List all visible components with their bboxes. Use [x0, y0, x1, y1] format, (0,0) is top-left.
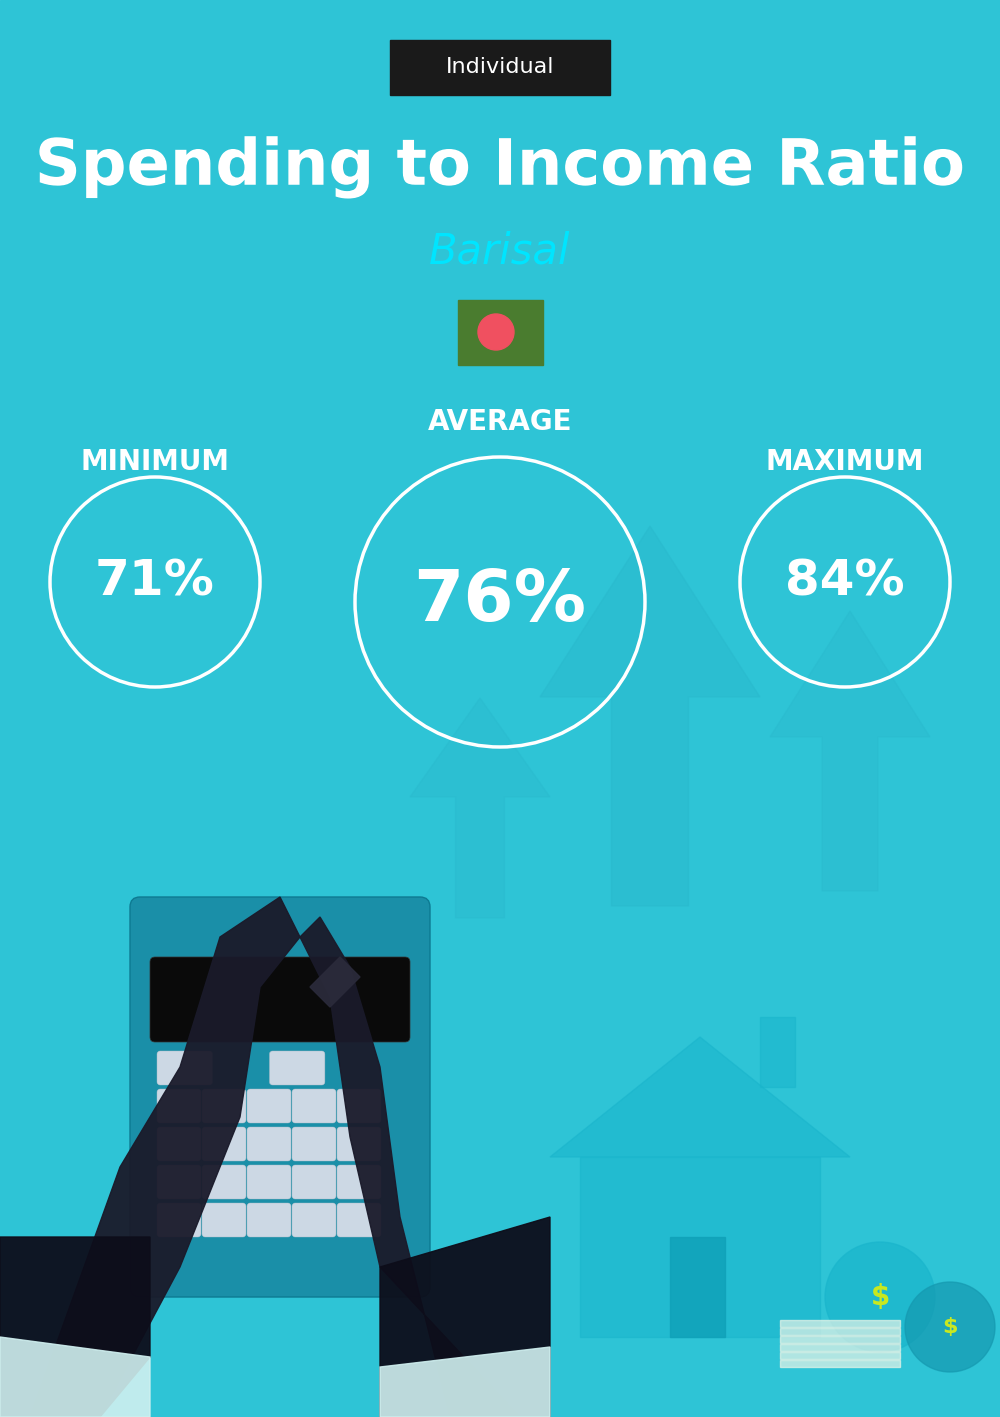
Text: 76%: 76%	[414, 567, 586, 636]
Polygon shape	[30, 897, 300, 1417]
Polygon shape	[0, 1237, 150, 1417]
FancyBboxPatch shape	[247, 1165, 291, 1199]
Text: Individual: Individual	[446, 57, 554, 77]
Bar	[580, 1158, 820, 1338]
Bar	[780, 1360, 900, 1367]
Text: MAXIMUM: MAXIMUM	[766, 448, 924, 476]
Polygon shape	[410, 699, 550, 918]
FancyBboxPatch shape	[247, 1090, 291, 1124]
Polygon shape	[380, 1217, 550, 1417]
FancyBboxPatch shape	[202, 1165, 246, 1199]
FancyBboxPatch shape	[292, 1165, 336, 1199]
Text: $: $	[870, 1282, 890, 1311]
FancyBboxPatch shape	[337, 1165, 381, 1199]
Text: MINIMUM: MINIMUM	[80, 448, 230, 476]
FancyBboxPatch shape	[150, 956, 410, 1041]
Text: 84%: 84%	[785, 558, 905, 606]
FancyBboxPatch shape	[292, 1127, 336, 1161]
Text: Spending to Income Ratio: Spending to Income Ratio	[35, 136, 965, 198]
FancyBboxPatch shape	[292, 1203, 336, 1237]
FancyBboxPatch shape	[157, 1127, 201, 1161]
Bar	[670, 1237, 725, 1338]
Circle shape	[478, 315, 514, 350]
Text: AVERAGE: AVERAGE	[428, 408, 572, 436]
FancyBboxPatch shape	[270, 1051, 325, 1085]
FancyBboxPatch shape	[247, 1127, 291, 1161]
Bar	[780, 1343, 900, 1350]
Bar	[458, 299, 542, 364]
Bar	[760, 1017, 795, 1087]
Circle shape	[905, 1282, 995, 1372]
Text: 71%: 71%	[95, 558, 215, 606]
FancyBboxPatch shape	[337, 1127, 381, 1161]
Polygon shape	[300, 917, 520, 1417]
Bar	[780, 1336, 900, 1343]
FancyBboxPatch shape	[337, 1203, 381, 1237]
FancyBboxPatch shape	[157, 1165, 201, 1199]
Polygon shape	[0, 1338, 150, 1417]
Bar	[780, 1328, 900, 1335]
Text: $: $	[942, 1316, 958, 1338]
Bar	[780, 1321, 900, 1326]
FancyBboxPatch shape	[157, 1051, 212, 1085]
Polygon shape	[380, 1348, 550, 1417]
FancyBboxPatch shape	[202, 1203, 246, 1237]
FancyBboxPatch shape	[247, 1203, 291, 1237]
FancyBboxPatch shape	[157, 1090, 201, 1124]
FancyBboxPatch shape	[202, 1090, 246, 1124]
Bar	[780, 1352, 900, 1359]
Polygon shape	[550, 1037, 850, 1158]
FancyBboxPatch shape	[130, 897, 430, 1297]
Polygon shape	[540, 526, 760, 905]
FancyBboxPatch shape	[390, 40, 610, 95]
Polygon shape	[770, 611, 930, 891]
Circle shape	[825, 1241, 935, 1352]
FancyBboxPatch shape	[292, 1090, 336, 1124]
Polygon shape	[310, 956, 360, 1007]
FancyBboxPatch shape	[202, 1127, 246, 1161]
FancyBboxPatch shape	[337, 1090, 381, 1124]
FancyBboxPatch shape	[157, 1203, 201, 1237]
Text: Barisal: Barisal	[429, 231, 571, 273]
